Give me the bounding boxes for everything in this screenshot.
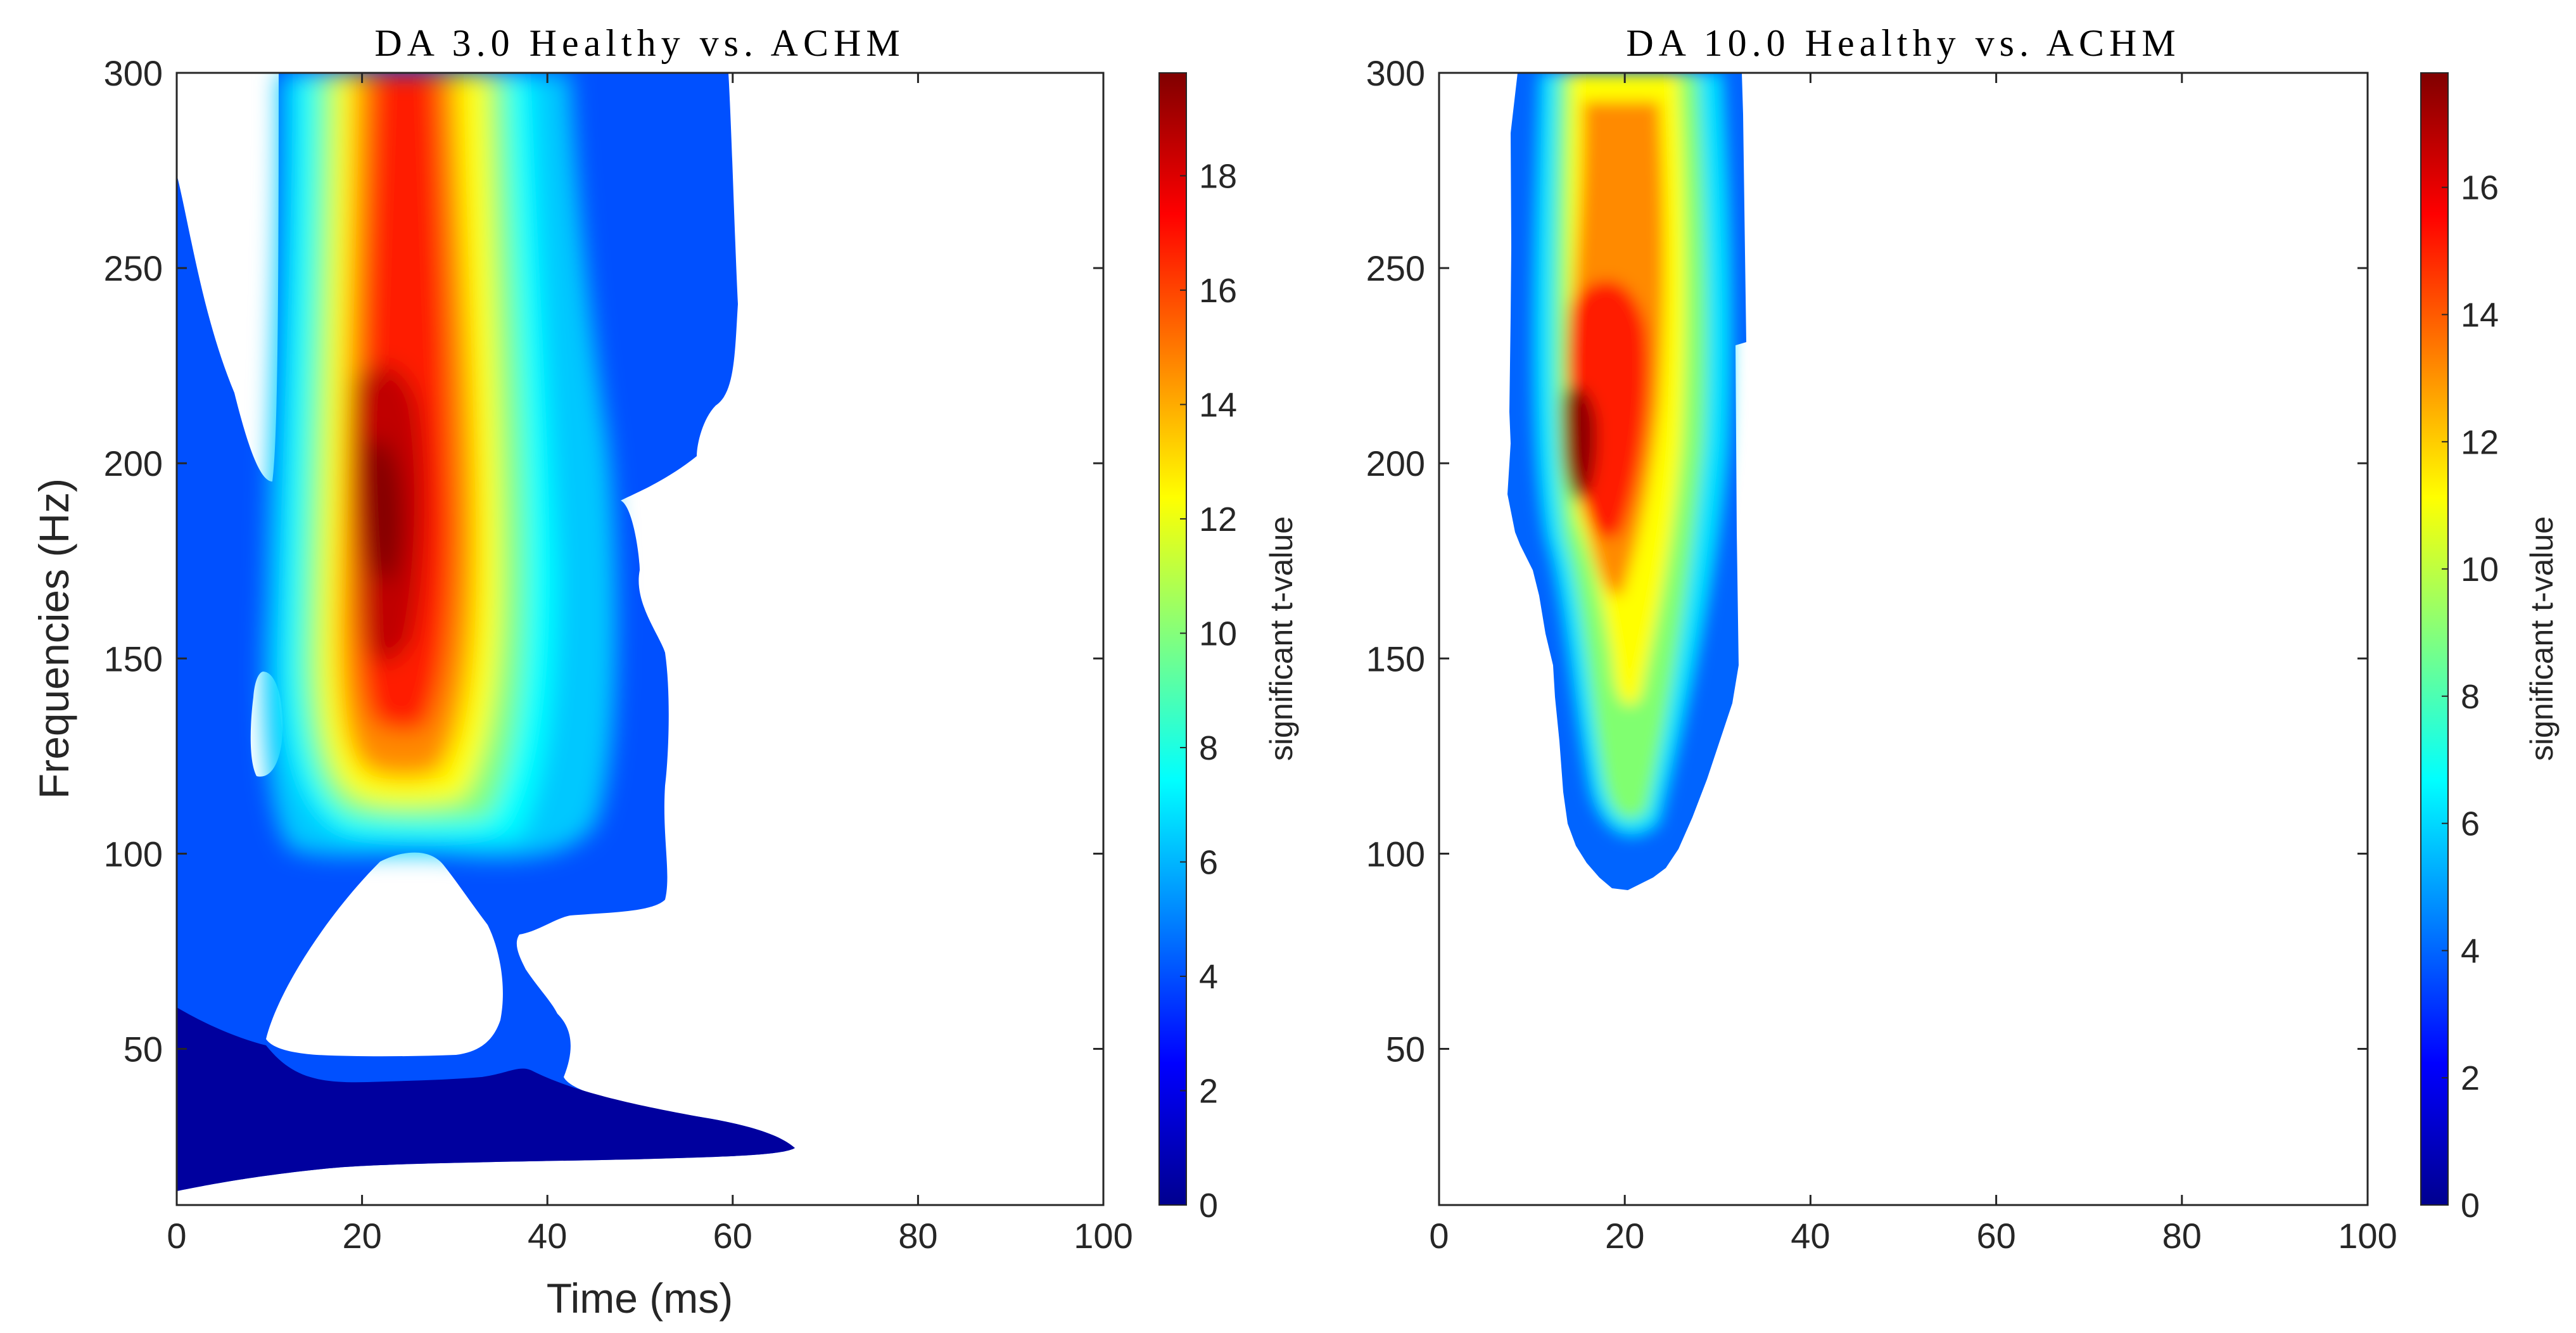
- left-chart-title: DA 3.0 Healthy vs. ACHM: [374, 22, 904, 64]
- right-colorbar-tick-label: 8: [2461, 678, 2480, 716]
- left-xtick-label: 80: [898, 1216, 937, 1256]
- right-ytick-label: 200: [1366, 443, 1425, 483]
- left-colorbar-tick-label: 16: [1199, 272, 1237, 310]
- left-xtick-label: 0: [167, 1216, 186, 1256]
- right-xtick-label: 60: [1976, 1216, 2015, 1256]
- right-colorbar-tick-label: 14: [2461, 296, 2499, 334]
- right-colorbar-tick-label: 10: [2461, 551, 2499, 589]
- left-colorbar-ticks: 0 2 4 6 8 10 12 14 16 18: [1180, 157, 1237, 1225]
- left-colorbar-tick-label: 10: [1199, 615, 1237, 653]
- left-ytick-label: 50: [124, 1030, 163, 1069]
- right-colorbar-tick-label: 12: [2461, 423, 2499, 461]
- right-colorbar-tick-label: 2: [2461, 1059, 2480, 1097]
- right-xtick-label: 100: [2338, 1216, 2397, 1256]
- right-colorbar: [2420, 72, 2449, 1206]
- right-ticks: 0 20 40 60 80 100 50 100 150 200 250 300: [1366, 53, 2397, 1256]
- right-ytick-label: 300: [1366, 53, 1425, 93]
- left-ytick-label: 200: [104, 443, 163, 483]
- left-xtick-label: 100: [1074, 1216, 1133, 1256]
- left-ytick-label: 150: [104, 639, 163, 679]
- right-ytick-label: 50: [1386, 1030, 1425, 1069]
- left-colorbar-tick-label: 6: [1199, 843, 1218, 881]
- left-colorbar: [1158, 72, 1187, 1206]
- left-colorbar-tick-label: 0: [1199, 1187, 1218, 1225]
- left-ytick-label: 300: [104, 53, 163, 93]
- left-ytick-label: 100: [104, 834, 163, 874]
- right-colorbar-tick-label: 16: [2461, 169, 2499, 207]
- left-colorbar-tick-label: 4: [1199, 958, 1218, 996]
- right-xtick-label: 20: [1605, 1216, 1644, 1256]
- left-xtick-label: 40: [528, 1216, 567, 1256]
- right-ytick-label: 250: [1366, 248, 1425, 288]
- left-ytick-label: 250: [104, 248, 163, 288]
- right-ytick-label: 150: [1366, 639, 1425, 679]
- right-chart-title: DA 10.0 Healthy vs. ACHM: [1626, 22, 2180, 64]
- left-ticks: 0 20 40 60 80 100 50 100 150 200 250 300: [104, 53, 1133, 1256]
- right-colorbar-tick-label: 4: [2461, 932, 2480, 970]
- right-xtick-label: 80: [2162, 1216, 2202, 1256]
- right-colorbar-label: significant t-value: [2524, 516, 2560, 761]
- left-heatmap-ridge: [263, 73, 617, 858]
- right-heatmap: [1507, 73, 1746, 890]
- left-colorbar-tick-label: 2: [1199, 1072, 1218, 1110]
- left-colorbar-tick-label: 8: [1199, 729, 1218, 767]
- left-colorbar-tick-label: 12: [1199, 501, 1237, 539]
- right-xtick-label: 0: [1429, 1216, 1449, 1256]
- left-ylabel: Frequencies (Hz): [30, 478, 77, 799]
- left-colorbar-tick-label: 18: [1199, 157, 1237, 195]
- right-colorbar-tick-label: 0: [2461, 1187, 2480, 1225]
- right-ytick-label: 100: [1366, 834, 1425, 874]
- right-xtick-label: 40: [1791, 1216, 1830, 1256]
- left-xtick-label: 60: [713, 1216, 752, 1256]
- left-xlabel: Time (ms): [547, 1275, 733, 1322]
- left-panel: DA 3.0 Healthy vs. ACHM 0 20: [30, 22, 1299, 1322]
- right-colorbar-tick-label: 6: [2461, 805, 2480, 843]
- left-xtick-label: 20: [342, 1216, 381, 1256]
- left-axes-box: [175, 72, 1105, 1206]
- right-panel: DA 10.0 Healthy vs. ACHM 0 20 40 60 80 100501…: [1366, 22, 2560, 1256]
- left-heatmap-hole-center: [266, 852, 503, 1057]
- right-heatmap-ridge: [1533, 73, 1732, 837]
- left-colorbar-label: significant t-value: [1264, 516, 1299, 761]
- right-axes-box: [1438, 72, 2369, 1206]
- left-heatmap-region-low-band: [177, 1007, 795, 1191]
- left-heatmap: [177, 73, 795, 1191]
- left-colorbar-tick-label: 14: [1199, 386, 1237, 424]
- right-colorbar-ticks: 0 2 4 6 8 10 12 14 16: [2442, 169, 2499, 1225]
